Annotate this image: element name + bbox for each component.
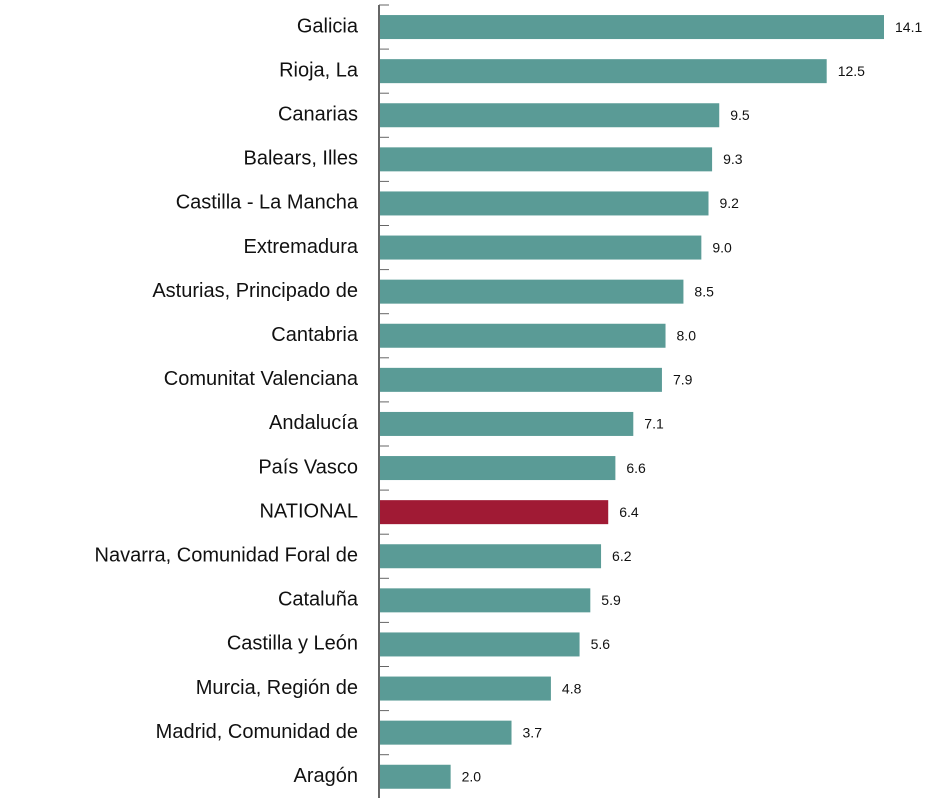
bar (380, 764, 451, 789)
bar (380, 720, 512, 745)
bar (380, 411, 634, 436)
bar (380, 676, 551, 701)
y-tick-label: Rioja, La (279, 59, 359, 81)
y-tick-label: Galicia (297, 15, 359, 37)
value-label: 8.5 (694, 283, 714, 299)
y-tick-label: Extremadura (244, 236, 359, 258)
value-label: 14.1 (895, 19, 922, 35)
y-tick-label: País Vasco (258, 456, 358, 478)
bar (380, 588, 591, 613)
bar (380, 59, 827, 84)
value-label: 5.9 (601, 592, 621, 608)
value-label: 7.1 (644, 416, 664, 432)
value-label: 7.9 (673, 372, 693, 388)
bar (380, 544, 602, 569)
value-label: 8.0 (677, 327, 697, 343)
bar (380, 103, 720, 128)
value-label: 3.7 (523, 724, 543, 740)
value-label: 9.3 (723, 151, 743, 167)
y-tick-label: Castilla y León (227, 633, 358, 655)
value-label: 5.6 (591, 636, 611, 652)
bar (380, 456, 616, 481)
bar (380, 323, 666, 348)
value-label: 2.0 (462, 768, 482, 784)
value-label: 6.2 (612, 548, 632, 564)
y-tick-label: Andalucía (269, 412, 359, 434)
value-label: 9.2 (720, 195, 740, 211)
y-tick-label: NATIONAL (259, 500, 358, 522)
y-tick-label: Canarias (278, 104, 358, 126)
y-tick-label: Asturias, Principado de (152, 280, 358, 302)
value-label: 9.0 (712, 239, 732, 255)
y-tick-label: Cantabria (271, 324, 359, 346)
bar (380, 367, 662, 392)
y-tick-label: Comunitat Valenciana (164, 368, 359, 390)
bar (380, 632, 580, 657)
y-tick-label: Madrid, Comunidad de (156, 721, 358, 743)
bar (380, 15, 884, 40)
y-tick-label: Castilla - La Mancha (176, 192, 359, 214)
value-label: 4.8 (562, 680, 582, 696)
value-label: 9.5 (730, 107, 750, 123)
y-tick-label: Aragón (294, 765, 359, 787)
y-tick-label: Balears, Illes (244, 148, 359, 170)
y-tick-label: Navarra, Comunidad Foral de (95, 545, 358, 567)
bar (380, 500, 609, 525)
value-label: 12.5 (838, 63, 865, 79)
bar (380, 235, 702, 260)
bar (380, 191, 709, 216)
y-tick-label: Murcia, Región de (196, 677, 358, 699)
bar (380, 279, 684, 304)
bar (380, 147, 713, 172)
y-tick-label: Cataluña (278, 589, 359, 611)
value-label: 6.6 (626, 460, 646, 476)
value-label: 6.4 (619, 504, 639, 520)
